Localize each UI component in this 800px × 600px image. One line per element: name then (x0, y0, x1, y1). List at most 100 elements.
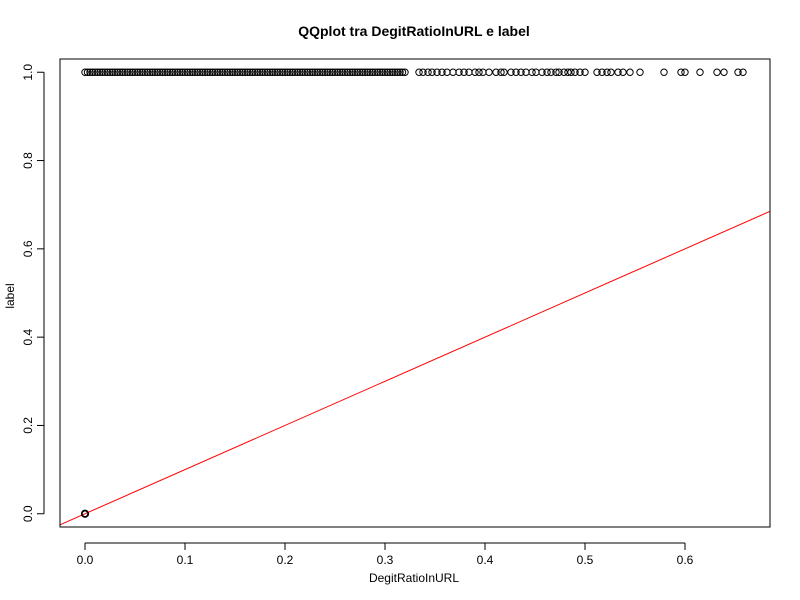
data-point (276, 68, 284, 76)
data-point (576, 68, 584, 76)
data-point (176, 68, 184, 76)
data-point (543, 68, 551, 76)
data-point (206, 68, 214, 76)
x-tick-label: 0.5 (577, 553, 594, 567)
data-point (228, 68, 237, 76)
data-point (492, 68, 500, 76)
data-point (166, 68, 174, 76)
data-point (581, 68, 589, 76)
data-point (291, 68, 299, 76)
data-point (560, 68, 568, 76)
data-point (677, 68, 685, 76)
y-tick-label: 0.2 (21, 417, 35, 434)
data-point (118, 68, 127, 76)
x-axis: 0.0 0.1 0.2 0.3 0.4 0.5 0.6 (77, 542, 694, 567)
reference-line (59, 210, 771, 526)
x-tick-label: 0.3 (377, 553, 394, 567)
y-tick-label: 0.0 (21, 505, 35, 522)
reference-line-layer (59, 210, 771, 526)
data-point (366, 68, 374, 76)
data-point (321, 68, 329, 76)
data-point (128, 68, 137, 76)
data-point (241, 68, 249, 76)
data-point (376, 68, 384, 76)
data-point (532, 68, 540, 76)
x-tick-label: 0.2 (277, 553, 294, 567)
data-point (236, 68, 244, 76)
data-point (148, 68, 157, 76)
data-point (116, 68, 124, 76)
data-point (201, 68, 209, 76)
y-tick-label: 0.6 (21, 240, 35, 257)
data-point (108, 68, 117, 76)
data-points-layer (80, 68, 747, 518)
data-point (168, 68, 177, 76)
data-point (391, 68, 399, 76)
data-point (318, 68, 327, 76)
data-point (368, 68, 377, 76)
y-tick-label: 1.0 (21, 64, 35, 81)
data-point (455, 68, 463, 76)
data-point (475, 68, 483, 76)
data-point (323, 68, 332, 76)
data-point (136, 68, 144, 76)
data-point (278, 68, 287, 76)
data-point (388, 68, 397, 76)
data-point (313, 68, 322, 76)
data-point (203, 68, 212, 76)
x-tick-label: 0.0 (77, 553, 94, 567)
data-point (378, 68, 387, 76)
data-point (734, 68, 742, 76)
data-point (263, 68, 272, 76)
data-point (288, 68, 297, 76)
data-point (485, 68, 493, 76)
data-point (131, 68, 139, 76)
y-tick-label: 0.8 (21, 152, 35, 169)
data-point (266, 68, 274, 76)
data-point (286, 68, 294, 76)
data-point (358, 68, 367, 76)
data-point (151, 68, 159, 76)
data-point (371, 68, 379, 76)
data-point (351, 68, 359, 76)
data-point (106, 68, 114, 76)
data-point (268, 68, 277, 76)
data-point (415, 68, 423, 76)
data-point (293, 68, 302, 76)
data-point (156, 68, 164, 76)
chart-title: QQplot tra DegitRatioInURL e label (298, 23, 530, 39)
data-point (86, 68, 94, 76)
data-point (598, 68, 606, 76)
data-point (401, 68, 409, 76)
data-point (273, 68, 282, 76)
data-point (564, 68, 572, 76)
data-point (607, 68, 615, 76)
data-point (88, 68, 97, 76)
plot-frame (59, 58, 771, 528)
data-point (353, 68, 362, 76)
x-axis-label: DegitRatioInURL (369, 571, 459, 585)
data-point (216, 68, 224, 76)
data-point (383, 68, 392, 76)
data-point (338, 68, 347, 76)
data-point (603, 68, 611, 76)
data-point (226, 68, 234, 76)
data-point (507, 68, 515, 76)
data-point (111, 68, 119, 76)
data-point (246, 68, 254, 76)
data-point (178, 68, 187, 76)
data-point (243, 68, 252, 76)
data-point (238, 68, 247, 76)
data-point (660, 68, 668, 76)
data-point (303, 68, 312, 76)
data-point (223, 68, 232, 76)
data-point (298, 68, 307, 76)
data-point (138, 68, 147, 76)
data-point (158, 68, 167, 76)
data-point (211, 68, 219, 76)
data-point (196, 68, 204, 76)
data-point (188, 68, 197, 76)
data-point (208, 68, 217, 76)
data-point (538, 68, 546, 76)
